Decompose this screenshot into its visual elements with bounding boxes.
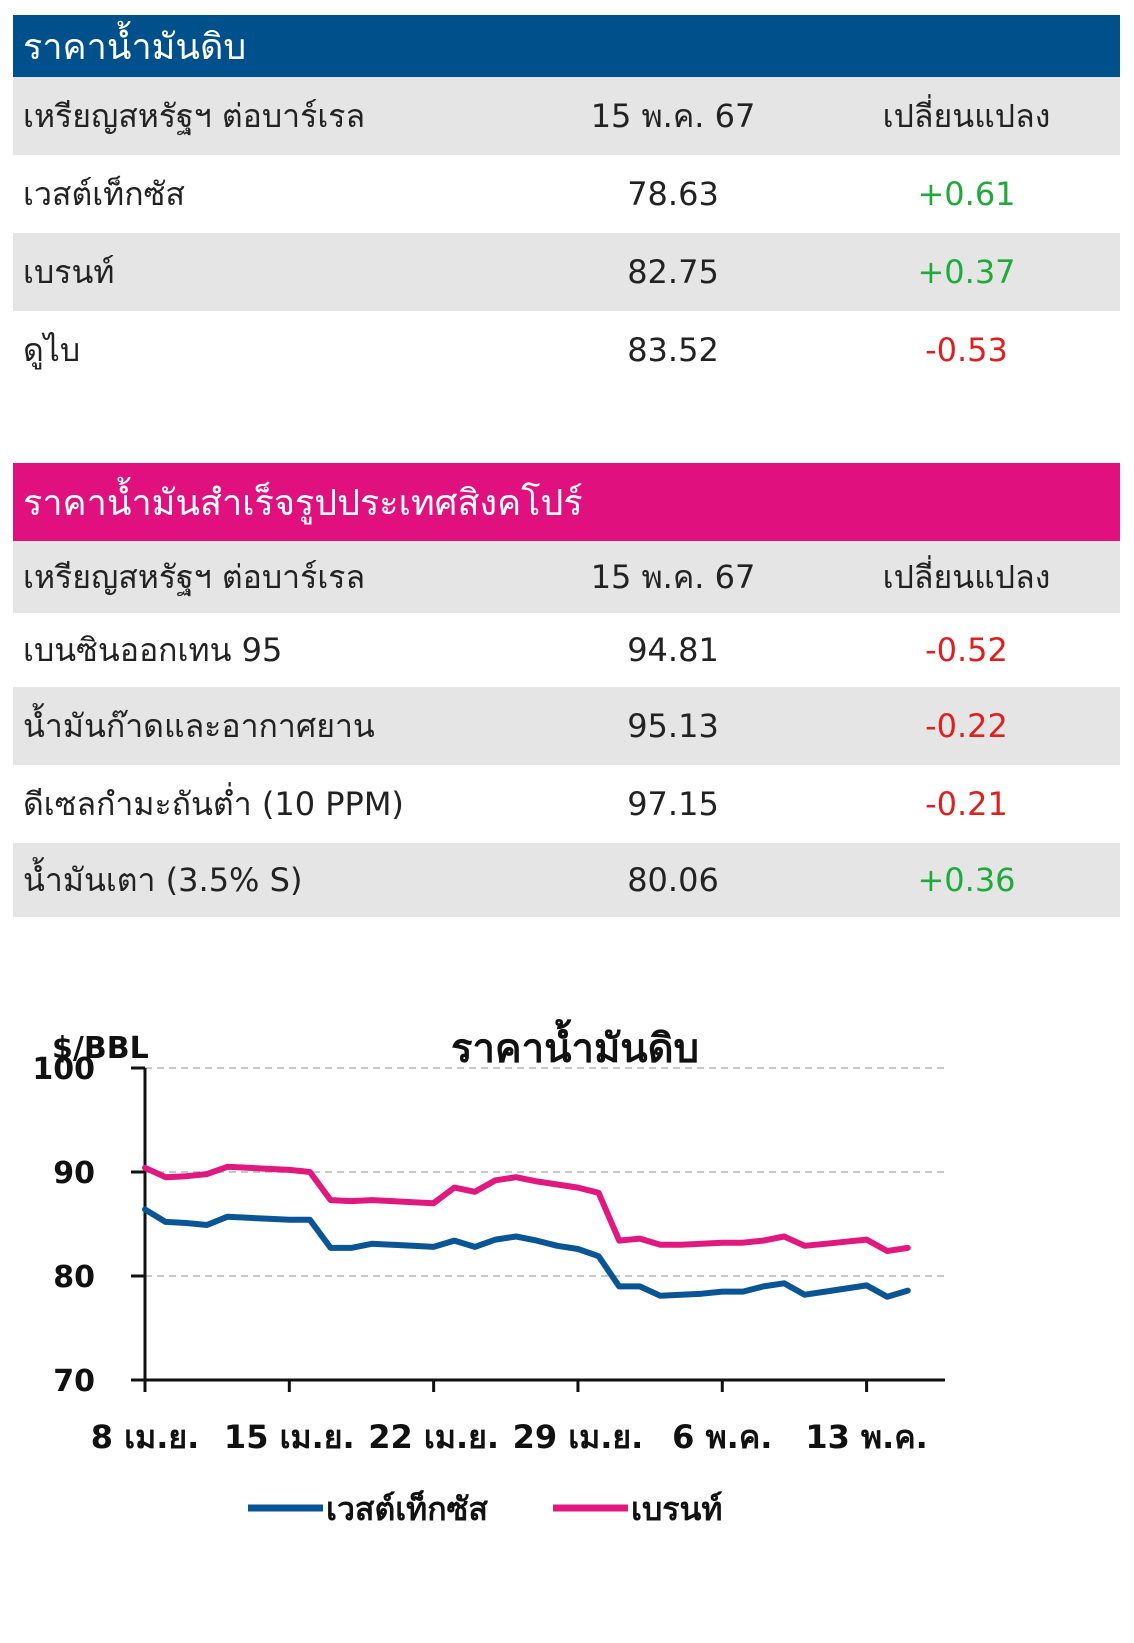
date-label: 15 พ.ค. 67 [590,557,756,596]
table-row: เบรนท์ 82.75 +0.37 [13,233,1120,311]
series-line-wti [142,1206,911,1300]
table-row: ดีเซลกำมะถันต่ำ (10 PPM) 97.15 -0.21 [13,765,1120,843]
x-tick-label: 13 พ.ค. [805,1418,927,1456]
unit-label: เหรียญสหรัฐฯ ต่อบาร์เรล [23,557,366,596]
singapore-table-header: เหรียญสหรัฐฯ ต่อบาร์เรล 15 พ.ค. 67 เปลี่… [13,541,1120,613]
row-change: +0.61 [917,175,1016,213]
row-price: 82.75 [627,253,719,291]
row-change: -0.52 [925,631,1008,669]
series-line-brent [142,1163,911,1254]
chart-legend: เวสต์เท็กซัส เบรนท์ [248,1489,722,1528]
table-row: น้ำมันก๊าดและอากาศยาน 95.13 -0.22 [13,687,1120,765]
crude-table-title: ราคาน้ำมันดิบ [13,15,1120,77]
table-row: น้ำมันเตา (3.5% S) 80.06 +0.36 [13,843,1120,917]
row-price: 78.63 [627,175,719,213]
row-price: 95.13 [627,707,719,745]
singapore-price-table: ราคาน้ำมันสำเร็จรูปประเทศสิงคโปร์ เหรียญ… [13,463,1120,917]
table-row: เวสต์เท็กซัส 78.63 +0.61 [13,155,1120,233]
change-label: เปลี่ยนแปลง [882,96,1051,135]
singapore-table-title: ราคาน้ำมันสำเร็จรูปประเทศสิงคโปร์ [13,463,1120,541]
row-name: ดูไบ [23,330,81,369]
legend-label: เวสต์เท็กซัส [326,1489,488,1528]
chart-ylabel: $/BBL [52,1031,149,1066]
row-change: +0.37 [917,253,1016,291]
row-name: น้ำมันก๊าดและอากาศยาน [23,706,375,745]
date-label: 15 พ.ค. 67 [590,96,756,135]
row-change: -0.22 [925,707,1008,745]
change-label: เปลี่ยนแปลง [882,557,1051,596]
row-change: -0.21 [925,785,1008,823]
row-name: ดีเซลกำมะถันต่ำ (10 PPM) [23,784,404,823]
row-name: น้ำมันเตา (3.5% S) [23,860,303,899]
row-change: -0.53 [925,331,1008,369]
table-row: เบนซินออกเทน 95 94.81 -0.52 [13,613,1120,687]
x-tick-label: 15 เม.ย. [224,1418,355,1456]
y-tick-label: 80 [53,1260,95,1295]
row-name: เวสต์เท็กซัส [23,174,185,213]
chart-axes: 70 80 90 100 8 เม.ย. 15 เม.ย. 22 เม.ย. 29 เม.ย.… [32,1052,945,1456]
table-row: ดูไบ 83.52 -0.53 [13,311,1120,389]
crude-table-header: เหรียญสหรัฐฯ ต่อบาร์เรล 15 พ.ค. 67 เปลี่… [13,77,1120,155]
unit-label: เหรียญสหรัฐฯ ต่อบาร์เรล [23,96,366,135]
row-price: 97.15 [627,785,719,823]
y-tick-label: 70 [53,1364,95,1399]
chart-title: ราคาน้ำมันดิบ [451,1019,699,1072]
row-name: เบนซินออกเทน 95 [23,630,283,669]
y-tick-label: 100 [32,1052,95,1087]
row-change: +0.36 [917,861,1016,899]
x-tick-label: 22 เม.ย. [368,1418,499,1456]
row-name: เบรนท์ [23,252,115,291]
row-price: 94.81 [627,631,719,669]
y-tick-label: 90 [53,1156,95,1191]
row-price: 83.52 [627,331,719,369]
x-tick-label: 8 เม.ย. [91,1418,200,1456]
legend-label: เบรนท์ [631,1490,722,1528]
x-tick-label: 29 เม.ย. [513,1418,644,1456]
row-price: 80.06 [627,861,719,899]
crude-price-table: ราคาน้ำมันดิบ เหรียญสหรัฐฯ ต่อบาร์เรล 15… [13,15,1120,389]
x-tick-label: 6 พ.ค. [672,1418,772,1456]
chart-series [142,1163,911,1300]
